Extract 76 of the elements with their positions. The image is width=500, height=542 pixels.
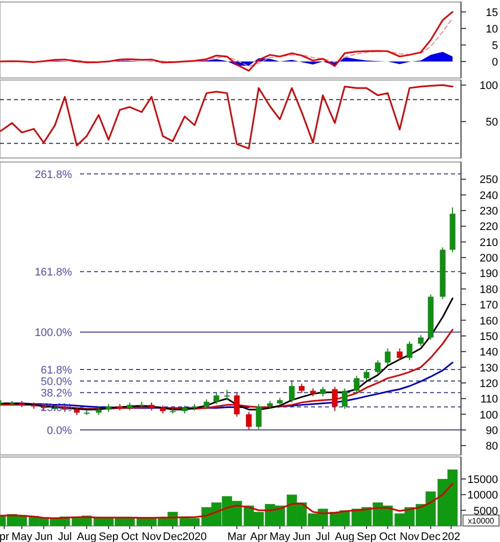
y-tick-label: 120 [480, 378, 498, 390]
y-tick-label: 0 [492, 56, 498, 68]
candlestick [214, 392, 220, 405]
x-tick-label: Nov [142, 531, 162, 542]
y-tick-label: 160 [480, 315, 498, 328]
y-tick-label: 50 [486, 116, 498, 129]
candlestick [298, 383, 305, 394]
annotation: 50.0% [40, 376, 72, 388]
candlestick [342, 388, 348, 410]
text: x10000 [468, 516, 495, 526]
x-tick-label: Jul [58, 531, 72, 542]
x-tick-label: Aug [334, 531, 354, 542]
y-tick-label: 10 [486, 23, 498, 36]
y-tick-label: 5000 [474, 505, 498, 518]
candlestick [320, 386, 326, 397]
y-tick-label: 240 [480, 190, 498, 202]
y-tick-label: 220 [480, 221, 498, 234]
x-tick-label: 202 [442, 531, 460, 542]
annotation: 23.6% [40, 402, 72, 414]
y-tick-label: 250 [480, 174, 498, 186]
candlestick [406, 340, 412, 361]
x-tick-label: Oct [121, 531, 138, 542]
x-tick-label: May [269, 531, 291, 542]
x-tick-label: Aug [76, 531, 96, 542]
x-tick-label: Oct [379, 531, 396, 542]
x-tick-label: Jun [34, 531, 53, 542]
y-tick-label: 130 [480, 362, 498, 374]
y-tick-label: 210 [480, 236, 498, 249]
y-tick-label: 110 [480, 394, 498, 406]
y-tick-label: 15 [486, 6, 498, 19]
annotation: 261.8% [34, 168, 72, 181]
y-tick-label: 5 [492, 40, 498, 52]
annotation: 38.2% [40, 388, 72, 400]
candlestick [246, 411, 252, 430]
x-tick-label: 2020 [182, 531, 207, 542]
y-tick-label: 230 [480, 206, 498, 218]
x-tick-label: Nov [400, 531, 420, 542]
x-tick-label: Jul [316, 531, 330, 542]
x-tick-label: pr [0, 531, 10, 542]
x-tick-label: Dec [420, 531, 441, 542]
candlestick [396, 348, 402, 361]
y-tick-label: 170 [480, 300, 498, 312]
y-tick-label: 90 [486, 424, 498, 437]
x-tick-label: Jun [292, 531, 311, 542]
y-tick-label: 10000 [467, 490, 498, 502]
line-series [0, 11, 454, 72]
line-series [0, 482, 454, 519]
y-tick-label: 150 [480, 330, 498, 343]
y-tick-label: 200 [480, 252, 498, 265]
x-tick-label: Mar [227, 531, 247, 542]
y-tick-label: 80 [486, 440, 498, 453]
line-series [0, 84, 454, 150]
candlestick [256, 404, 262, 430]
candlestick [375, 360, 381, 375]
annotation: 161.8% [34, 266, 72, 279]
y-tick-label: 140 [480, 346, 498, 359]
candlestick [224, 389, 230, 401]
candlestick [289, 380, 295, 404]
x-tick-label: Dec [162, 531, 183, 542]
x-tick-label: Apr [250, 531, 268, 542]
candlestick [364, 369, 370, 382]
x-tick-label: Sep [98, 531, 118, 542]
annotation: 61.8% [40, 364, 72, 376]
x-tick-label: Sep [356, 531, 376, 542]
y-tick-label: 100 [480, 80, 498, 92]
candlestick [204, 398, 210, 410]
candlestick [384, 348, 391, 366]
annotation: 100.0% [34, 327, 72, 340]
y-tick-label: 100 [480, 409, 498, 422]
candlestick [418, 334, 424, 347]
y-tick-label: 15000 [467, 474, 498, 486]
x-tick-label: May [11, 531, 33, 542]
y-tick-label: 190 [480, 268, 498, 280]
annotation: 0.0% [46, 424, 72, 437]
y-tick-label: 180 [480, 284, 498, 296]
candlestick [354, 375, 360, 394]
